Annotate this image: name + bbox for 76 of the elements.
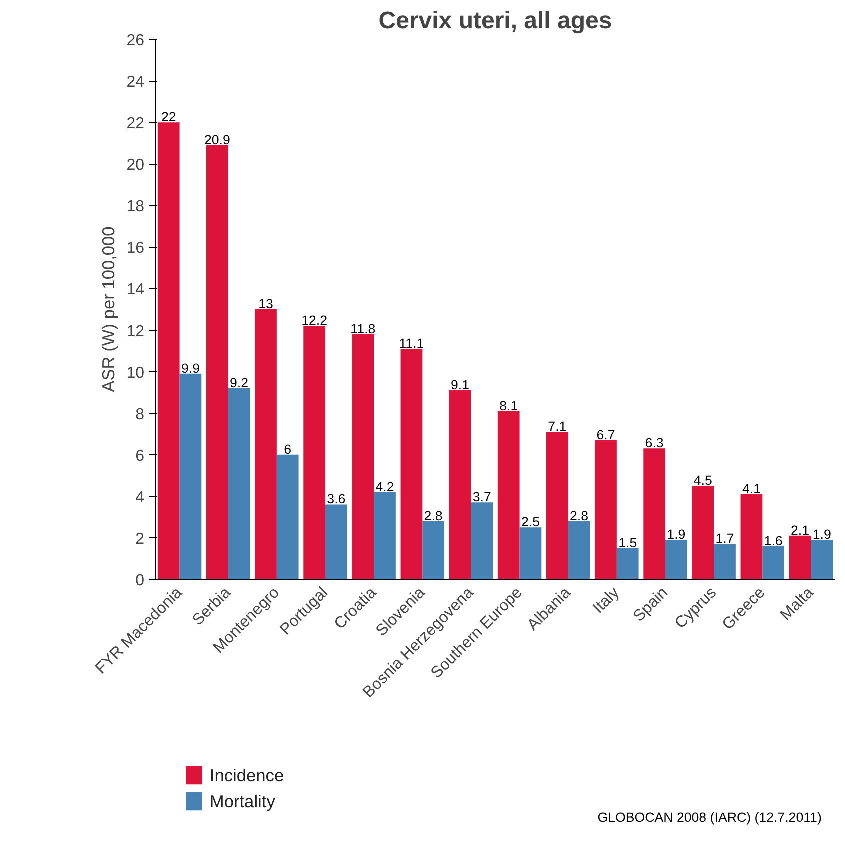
data-label: 11.8 — [350, 321, 376, 336]
legend-label: Mortality — [210, 792, 276, 812]
y-axis-title: ASR (W) per 100,000 — [98, 226, 119, 392]
bar — [206, 145, 228, 580]
y-tick-label: 24 — [126, 74, 145, 92]
y-tick-label: 16 — [126, 240, 145, 258]
bar — [180, 374, 202, 580]
data-label: 3.7 — [472, 490, 492, 505]
data-label: 3.6 — [327, 492, 346, 507]
data-label: 2.1 — [791, 522, 810, 538]
bar — [546, 432, 568, 580]
bar — [422, 521, 444, 580]
y-tick-label: 8 — [136, 406, 145, 424]
data-label: 1.6 — [764, 533, 783, 548]
y-tick-label: 6 — [136, 448, 145, 465]
data-label: 1.5 — [618, 535, 638, 550]
bar — [255, 310, 277, 580]
y-tick-label: 4 — [136, 489, 145, 506]
bar — [400, 348, 423, 580]
text: GLOBOCAN 2008 (IARC) (12.7.2011) — [598, 810, 822, 825]
data-label: 20.9 — [204, 132, 230, 148]
y-tick-label: 20 — [126, 157, 145, 174]
bar — [374, 492, 396, 580]
bar — [498, 411, 520, 580]
bar — [304, 326, 326, 580]
bar — [471, 502, 494, 580]
y-tick-label: 12 — [126, 323, 145, 340]
bar — [449, 390, 472, 580]
data-label: 9.2 — [230, 375, 249, 390]
bar — [666, 540, 688, 580]
y-tick-label: 0 — [136, 572, 145, 590]
bar — [595, 440, 617, 580]
data-label: 1.9 — [667, 527, 686, 542]
data-label: 4.2 — [376, 479, 394, 494]
y-tick-label: 26 — [126, 32, 145, 50]
bar — [326, 504, 348, 580]
data-label: 1.7 — [716, 531, 734, 546]
y-tick-label: 18 — [126, 198, 145, 216]
chart-title: Cervix uteri, all ages — [378, 8, 612, 34]
data-label: 4.5 — [694, 473, 712, 488]
bar — [811, 540, 834, 580]
bar — [789, 536, 812, 580]
bar — [714, 544, 736, 580]
bar — [692, 486, 714, 580]
data-label: 2.8 — [424, 508, 443, 524]
data-label: 12.2 — [302, 313, 328, 328]
bar — [644, 448, 666, 580]
data-label: 11.1 — [399, 336, 424, 351]
data-label: 9.1 — [451, 378, 470, 392]
data-label: 2.5 — [521, 514, 540, 530]
data-label: 22 — [161, 110, 176, 125]
data-label: 7.1 — [548, 419, 567, 434]
bar — [228, 388, 250, 580]
bar — [616, 548, 639, 580]
data-label: 4.1 — [742, 481, 761, 496]
data-label: 9.9 — [181, 360, 200, 376]
bar — [740, 494, 763, 580]
y-tick-label: 22 — [126, 116, 145, 133]
data-label: 13 — [258, 296, 274, 312]
data-label: 6.7 — [596, 427, 616, 442]
bar — [158, 122, 180, 580]
data-label: 6 — [284, 442, 292, 457]
y-tick-label: 14 — [126, 282, 145, 299]
data-label: 2.8 — [570, 508, 589, 524]
bar — [762, 546, 784, 580]
bar — [276, 454, 299, 580]
bar — [568, 521, 590, 580]
data-label: 6.3 — [645, 436, 664, 451]
data-label: 8.1 — [500, 398, 518, 414]
y-tick-label: 2 — [136, 530, 145, 548]
y-tick-label: 10 — [126, 364, 145, 382]
bar — [520, 528, 542, 580]
x-tick-label: Italy — [590, 584, 623, 618]
bar — [352, 334, 374, 580]
legend-label: Incidence — [210, 766, 284, 786]
data-label: 1.9 — [812, 527, 832, 542]
